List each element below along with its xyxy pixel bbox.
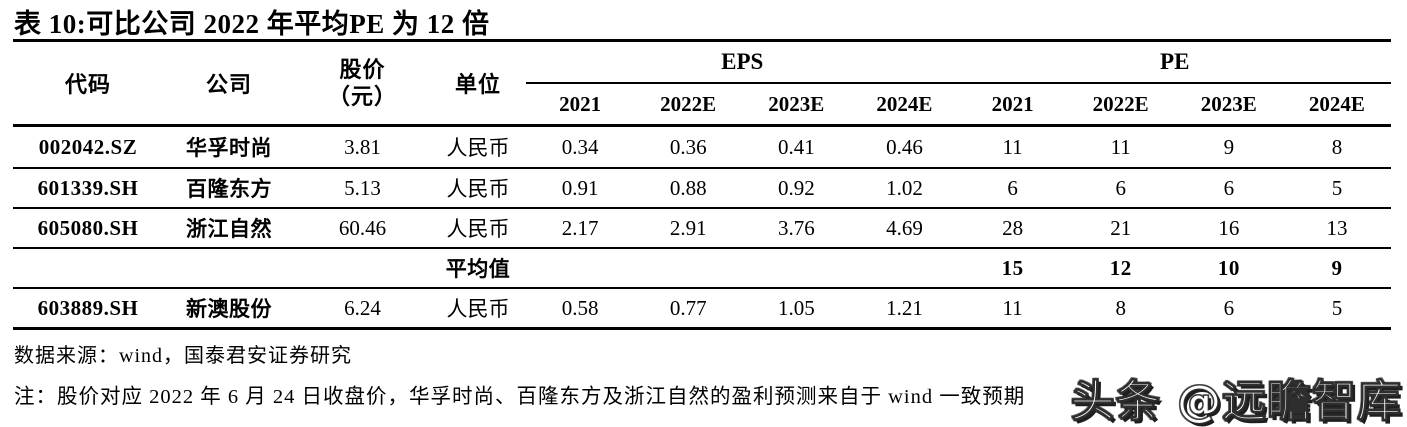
cell-pe-2024e: 8 — [1331, 134, 1343, 159]
cell-pe-2023e: 10 — [1217, 255, 1240, 280]
table-row-002042: 002042.SZ 华孚时尚 3.81 人民币 0.34 0.36 0.41 0… — [13, 127, 1391, 167]
cell-price — [295, 249, 430, 287]
cell-pe-2022e: 6 — [1115, 175, 1126, 200]
cell-eps-2021: 0.34 — [561, 134, 599, 159]
cell-pe-2022e: 8 — [1115, 295, 1126, 320]
table-row-605080: 605080.SH 浙江自然 60.46 人民币 2.17 2.91 3.76 … — [13, 207, 1391, 247]
cell-eps-2021: 2.17 — [561, 215, 599, 240]
note-line: 注：股价对应 2022 年 6 月 24 日收盘价，华孚时尚、百隆东方及浙江自然… — [14, 386, 1026, 408]
header-company: 公司 — [205, 72, 252, 97]
cell-pe-2024e: 5 — [1331, 295, 1343, 320]
cell-eps-2022e: 2.91 — [669, 215, 707, 240]
cell-code — [13, 249, 163, 287]
cell-eps-2023e: 0.92 — [777, 175, 815, 200]
header-code: 代码 — [64, 72, 111, 97]
cell-pe-2023e: 6 — [1223, 175, 1235, 200]
table-row-603889: 603889.SH 新澳股份 6.24 人民币 0.58 0.77 1.05 1… — [13, 287, 1391, 327]
cell-eps-2021: 0.58 — [561, 295, 599, 320]
cell-pe-2024e: 5 — [1331, 175, 1343, 200]
cell-eps-2023e: 3.76 — [777, 215, 815, 240]
header-pe-2021: 2021 — [991, 91, 1034, 116]
cell-eps-2021 — [526, 249, 634, 287]
cell-pe-2021: 11 — [1002, 134, 1023, 159]
header-eps-2024e: 2024E — [876, 91, 933, 116]
table-header: 代码 公司 股价 （元） 单位 EPS PE 2021 2022E 2023E … — [13, 42, 1391, 127]
header-price: 股价 （元） — [295, 42, 430, 124]
cell-price: 5.13 — [344, 175, 381, 200]
cell-price: 60.46 — [338, 215, 387, 240]
cell-unit: 人民币 — [446, 136, 510, 160]
cell-pe-2023e: 6 — [1223, 295, 1235, 320]
cell-pe-2022e: 21 — [1110, 215, 1132, 240]
cell-eps-2024e: 1.21 — [886, 295, 923, 320]
cell-eps-2021: 0.91 — [561, 175, 599, 200]
cell-code: 002042.SZ — [38, 134, 138, 159]
cell-unit: 人民币 — [446, 217, 510, 241]
header-group-row: EPS PE — [526, 42, 1391, 84]
cell-company: 百隆东方 — [186, 177, 272, 201]
cell-eps-2024e — [850, 249, 958, 287]
cell-pe-2022e: 12 — [1109, 255, 1132, 280]
cell-eps-2024e: 4.69 — [886, 215, 923, 240]
table-row-average: 平均值 15 12 10 9 — [13, 247, 1391, 287]
cell-eps-2022e — [634, 249, 742, 287]
cell-pe-2024e: 9 — [1331, 255, 1343, 280]
cell-eps-2023e: 1.05 — [777, 295, 815, 320]
header-eps-2021: 2021 — [559, 91, 602, 116]
cell-pe-2021: 15 — [1001, 255, 1024, 280]
header-pe-group: PE — [1160, 49, 1190, 74]
table-row-601339: 601339.SH 百隆东方 5.13 人民币 0.91 0.88 0.92 1… — [13, 167, 1391, 207]
header-pe-2024e: 2024E — [1308, 91, 1365, 116]
header-eps-2022e: 2022E — [660, 91, 717, 116]
cell-company: 华孚时尚 — [186, 136, 272, 160]
cell-unit: 人民币 — [446, 177, 510, 201]
cell-company: 新澳股份 — [186, 297, 272, 321]
cell-pe-2021: 11 — [1002, 295, 1023, 320]
cell-pe-2024e: 13 — [1326, 215, 1348, 240]
cell-code: 603889.SH — [37, 295, 139, 320]
header-unit: 单位 — [454, 72, 501, 97]
watermark-toutiao-yuanzhan: 头条 @远瞻智库 — [1070, 376, 1402, 427]
cell-eps-2024e: 0.46 — [886, 134, 923, 159]
table-title: 表 10:可比公司 2022 年平均PE 为 12 倍 — [14, 9, 490, 39]
cell-eps-2023e: 0.41 — [777, 134, 815, 159]
header-price-line1: 股价 — [339, 57, 386, 82]
header-eps-2023e: 2023E — [768, 91, 825, 116]
cell-eps-2023e — [742, 249, 850, 287]
cell-code: 601339.SH — [37, 175, 139, 200]
cell-code: 605080.SH — [37, 215, 139, 240]
header-eps-group: EPS — [721, 49, 764, 74]
data-source-line: 数据来源：wind，国泰君安证券研究 — [14, 345, 352, 367]
header-years-region: EPS PE 2021 2022E 2023E 2024E 2021 2022E… — [526, 42, 1391, 124]
cell-eps-2022e: 0.88 — [669, 175, 707, 200]
title-rule — [13, 39, 1391, 42]
cell-company: 浙江自然 — [186, 217, 272, 241]
cell-pe-2021: 28 — [1002, 215, 1024, 240]
cell-company — [163, 249, 295, 287]
cell-eps-2024e: 1.02 — [886, 175, 923, 200]
header-price-line2: （元） — [327, 84, 397, 109]
header-pe-2022e: 2022E — [1092, 91, 1149, 116]
cell-price: 6.24 — [344, 295, 381, 320]
header-pe-2023e: 2023E — [1200, 91, 1257, 116]
cell-unit: 人民币 — [446, 297, 510, 321]
cell-pe-2023e: 9 — [1223, 134, 1235, 159]
comparable-companies-table: 代码 公司 股价 （元） 单位 EPS PE 2021 2022E 2023E … — [13, 42, 1391, 330]
cell-eps-2022e: 0.36 — [669, 134, 707, 159]
cell-eps-2022e: 0.77 — [669, 295, 707, 320]
cell-price: 3.81 — [344, 134, 381, 159]
header-year-row: 2021 2022E 2023E 2024E 2021 2022E 2023E … — [526, 84, 1391, 124]
average-label: 平均值 — [445, 257, 511, 281]
cell-pe-2021: 6 — [1007, 175, 1018, 200]
cell-pe-2022e: 11 — [1110, 134, 1131, 159]
cell-pe-2023e: 16 — [1218, 215, 1240, 240]
